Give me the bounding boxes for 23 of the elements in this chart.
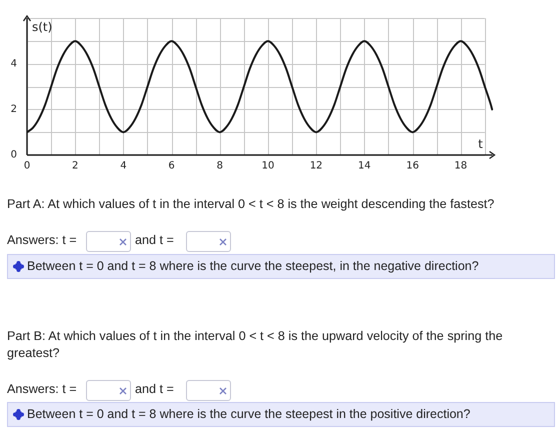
text: and t = <box>135 232 174 249</box>
y-tick-label: 2 <box>10 104 17 116</box>
y-axis-title: s(t) <box>32 20 52 34</box>
text: and t = <box>135 381 174 398</box>
text: Between t = 0 and t = 8 where is the curve the steepest, in the negative direction? <box>27 258 479 275</box>
x-tick-label: 12 <box>310 160 323 172</box>
x-tick-label: 16 <box>406 160 419 172</box>
x-tick-label: 4 <box>120 160 127 172</box>
x-tick-label: 0 <box>24 160 30 172</box>
y-tick-label: 4 <box>10 58 17 70</box>
text: Part B: At which values of t in the interval 0 < t < 8 is the upward velocity of the spring the greatest? <box>7 328 504 362</box>
text: Between t = 0 and t = 8 where is the curve the steepest in the positive direction? <box>27 406 470 423</box>
text: Answers: t = <box>7 232 77 249</box>
x-tick-label: 18 <box>454 160 468 172</box>
text: Part A: At which values of t in the interval 0 < t < 8 is the weight descending the fastest? <box>7 196 494 213</box>
x-tick-label: 14 <box>358 160 371 172</box>
x-tick-label: 10 <box>262 160 274 172</box>
x-tick-label: 6 <box>168 160 175 172</box>
x-tick-label: 2 <box>72 160 78 172</box>
x-tick-label: 8 <box>216 160 223 172</box>
x-axis-title: t <box>478 137 484 152</box>
y-tick-label: 0 <box>10 150 17 161</box>
text: Answers: t = <box>7 381 77 398</box>
